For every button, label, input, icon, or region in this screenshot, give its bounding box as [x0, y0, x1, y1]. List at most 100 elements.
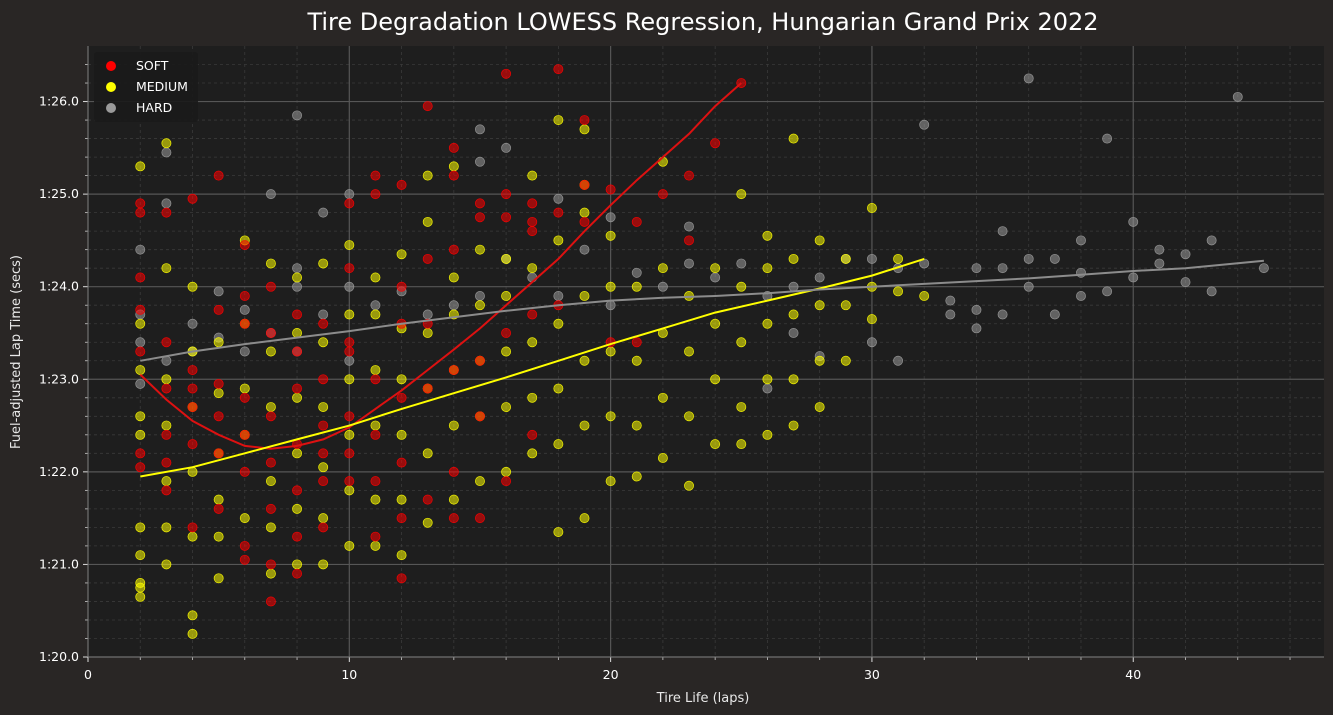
point-hard	[1154, 244, 1165, 255]
point-medium	[265, 568, 276, 579]
point-hard	[265, 189, 276, 200]
point-soft	[448, 244, 459, 255]
point-soft	[605, 184, 616, 195]
point-soft	[370, 476, 381, 487]
point-soft	[475, 355, 485, 366]
legend-marker-medium	[106, 82, 116, 92]
point-soft	[135, 448, 146, 459]
point-soft	[292, 346, 302, 357]
point-medium	[657, 156, 668, 167]
point-soft	[239, 540, 250, 551]
point-hard	[710, 272, 721, 283]
point-medium	[187, 610, 198, 621]
point-hard	[971, 263, 982, 274]
point-medium	[866, 203, 877, 213]
x-tick-label: 0	[84, 667, 92, 682]
point-medium	[736, 189, 747, 200]
point-medium	[553, 383, 564, 394]
legend-label-soft: SOFT	[136, 58, 169, 73]
point-medium	[579, 513, 590, 524]
point-soft	[396, 281, 407, 292]
point-medium	[344, 485, 355, 496]
point-medium	[396, 429, 407, 440]
point-medium	[239, 383, 250, 394]
point-hard	[1180, 249, 1191, 260]
point-medium	[762, 429, 773, 440]
point-soft	[161, 337, 172, 348]
point-medium	[631, 355, 642, 366]
point-medium	[318, 559, 329, 570]
point-medium	[448, 272, 459, 283]
point-hard	[553, 291, 564, 301]
point-hard	[1023, 281, 1034, 292]
point-medium	[161, 263, 172, 274]
point-soft	[344, 337, 355, 348]
point-medium	[239, 513, 250, 524]
point-soft	[161, 457, 172, 468]
point-medium	[684, 480, 694, 491]
point-hard	[213, 286, 224, 297]
trend-line-medium	[140, 257, 925, 478]
point-medium	[605, 476, 616, 487]
point-soft	[292, 309, 302, 320]
point-medium	[553, 439, 564, 450]
point-hard	[1076, 235, 1086, 246]
point-medium	[579, 207, 590, 218]
point-medium	[213, 388, 224, 399]
point-soft	[213, 378, 224, 389]
point-medium	[448, 494, 459, 505]
point-hard	[945, 309, 956, 320]
point-soft	[370, 531, 381, 542]
point-soft	[370, 429, 381, 440]
point-hard	[135, 378, 146, 389]
point-hard	[239, 346, 250, 357]
point-hard	[788, 281, 799, 292]
point-hard	[1180, 277, 1191, 288]
point-medium	[344, 374, 355, 385]
point-medium	[814, 235, 825, 246]
y-tick-label: 1:22.0	[39, 464, 79, 479]
point-medium	[840, 300, 851, 311]
point-hard	[344, 189, 355, 200]
y-tick-label: 1:23.0	[39, 371, 79, 386]
point-medium	[344, 240, 355, 250]
x-tick-label: 20	[603, 667, 619, 682]
point-medium	[527, 448, 538, 459]
point-hard	[684, 221, 694, 232]
y-axis-label: Fuel-adjusted Lap Time (secs)	[9, 255, 24, 449]
point-medium	[762, 374, 773, 385]
point-soft	[422, 253, 433, 264]
point-medium	[527, 392, 538, 403]
point-soft	[265, 559, 276, 570]
point-medium	[736, 281, 747, 292]
point-soft	[213, 503, 224, 514]
point-soft	[318, 420, 329, 431]
point-medium	[893, 286, 904, 297]
point-soft	[579, 216, 590, 227]
point-medium	[135, 582, 146, 593]
point-soft	[501, 212, 512, 223]
point-soft	[396, 573, 407, 584]
point-medium	[396, 494, 407, 505]
point-medium	[710, 318, 721, 329]
point-medium	[788, 253, 799, 264]
point-hard	[135, 244, 146, 255]
point-medium	[318, 462, 329, 473]
point-soft	[553, 207, 564, 218]
point-hard	[292, 281, 302, 292]
point-medium	[814, 355, 825, 366]
point-medium	[840, 355, 851, 366]
point-soft	[318, 318, 329, 329]
point-hard	[1232, 91, 1243, 102]
point-hard	[893, 355, 904, 366]
point-medium	[187, 628, 198, 639]
point-medium	[135, 318, 146, 329]
point-medium	[814, 300, 825, 311]
point-medium	[370, 420, 381, 431]
point-soft	[370, 374, 381, 385]
point-soft	[370, 170, 381, 181]
point-medium	[736, 402, 747, 412]
point-medium	[161, 559, 172, 570]
point-medium	[579, 124, 590, 135]
point-hard	[971, 323, 982, 334]
